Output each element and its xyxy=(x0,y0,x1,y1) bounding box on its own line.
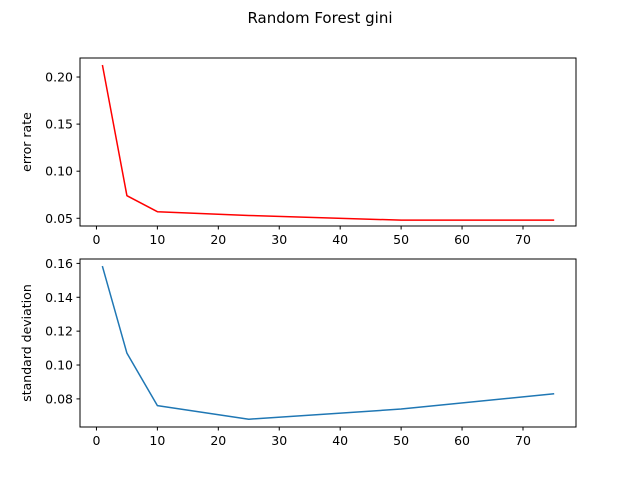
standard-deviation-x-tick-label: 20 xyxy=(210,433,226,448)
standard-deviation-x-tick-label: 50 xyxy=(393,433,409,448)
error-rate-panel: 0 10 20 30 40 50 60 70 0.05 0.10 0.15 0.20 error rat… xyxy=(19,57,577,247)
error-rate-x-tick-label: 70 xyxy=(515,232,531,247)
standard-deviation-y-tick-label: 0.14 xyxy=(45,290,73,305)
error-rate-y-axis-label: error rate xyxy=(19,112,34,172)
standard-deviation-y-tick-label: 0.10 xyxy=(45,358,73,373)
error-rate-y-tick-label: 0.10 xyxy=(45,164,73,179)
error-rate-x-tick-label: 50 xyxy=(393,232,409,247)
standard-deviation-x-tick-label: 0 xyxy=(92,433,100,448)
error-rate-x-tick-label: 0 xyxy=(92,232,100,247)
standard-deviation-x-tick-label: 70 xyxy=(515,433,531,448)
error-rate-series-line xyxy=(101,64,555,221)
standard-deviation-axes-frame xyxy=(79,258,577,428)
error-rate-x-tick-label: 20 xyxy=(210,232,226,247)
error-rate-y-tick-label: 0.15 xyxy=(45,117,73,132)
standard-deviation-y-axis-label: standard deviation xyxy=(19,284,34,402)
error-rate-axes-frame xyxy=(79,57,577,227)
standard-deviation-panel: 0 10 20 30 40 50 60 70 0.08 0.10 0.12 0.14 0.16 stand… xyxy=(19,256,577,448)
error-rate-x-tick-label: 40 xyxy=(332,232,348,247)
standard-deviation-y-tick-label: 0.16 xyxy=(45,256,73,271)
standard-deviation-x-tick-label: 10 xyxy=(149,433,165,448)
standard-deviation-x-tick-label: 30 xyxy=(271,433,287,448)
error-rate-y-tick-label: 0.20 xyxy=(45,70,73,85)
error-rate-x-tick-label: 60 xyxy=(454,232,470,247)
standard-deviation-series-line xyxy=(101,265,555,420)
figure-title: Random Forest gini xyxy=(247,9,392,27)
error-rate-y-tick-label: 0.05 xyxy=(45,211,73,226)
error-rate-x-tick-label: 10 xyxy=(149,232,165,247)
standard-deviation-y-tick-label: 0.08 xyxy=(45,391,73,406)
standard-deviation-y-tick-label: 0.12 xyxy=(45,324,73,339)
standard-deviation-x-tick-label: 40 xyxy=(332,433,348,448)
standard-deviation-x-tick-label: 60 xyxy=(454,433,470,448)
error-rate-x-tick-label: 30 xyxy=(271,232,287,247)
